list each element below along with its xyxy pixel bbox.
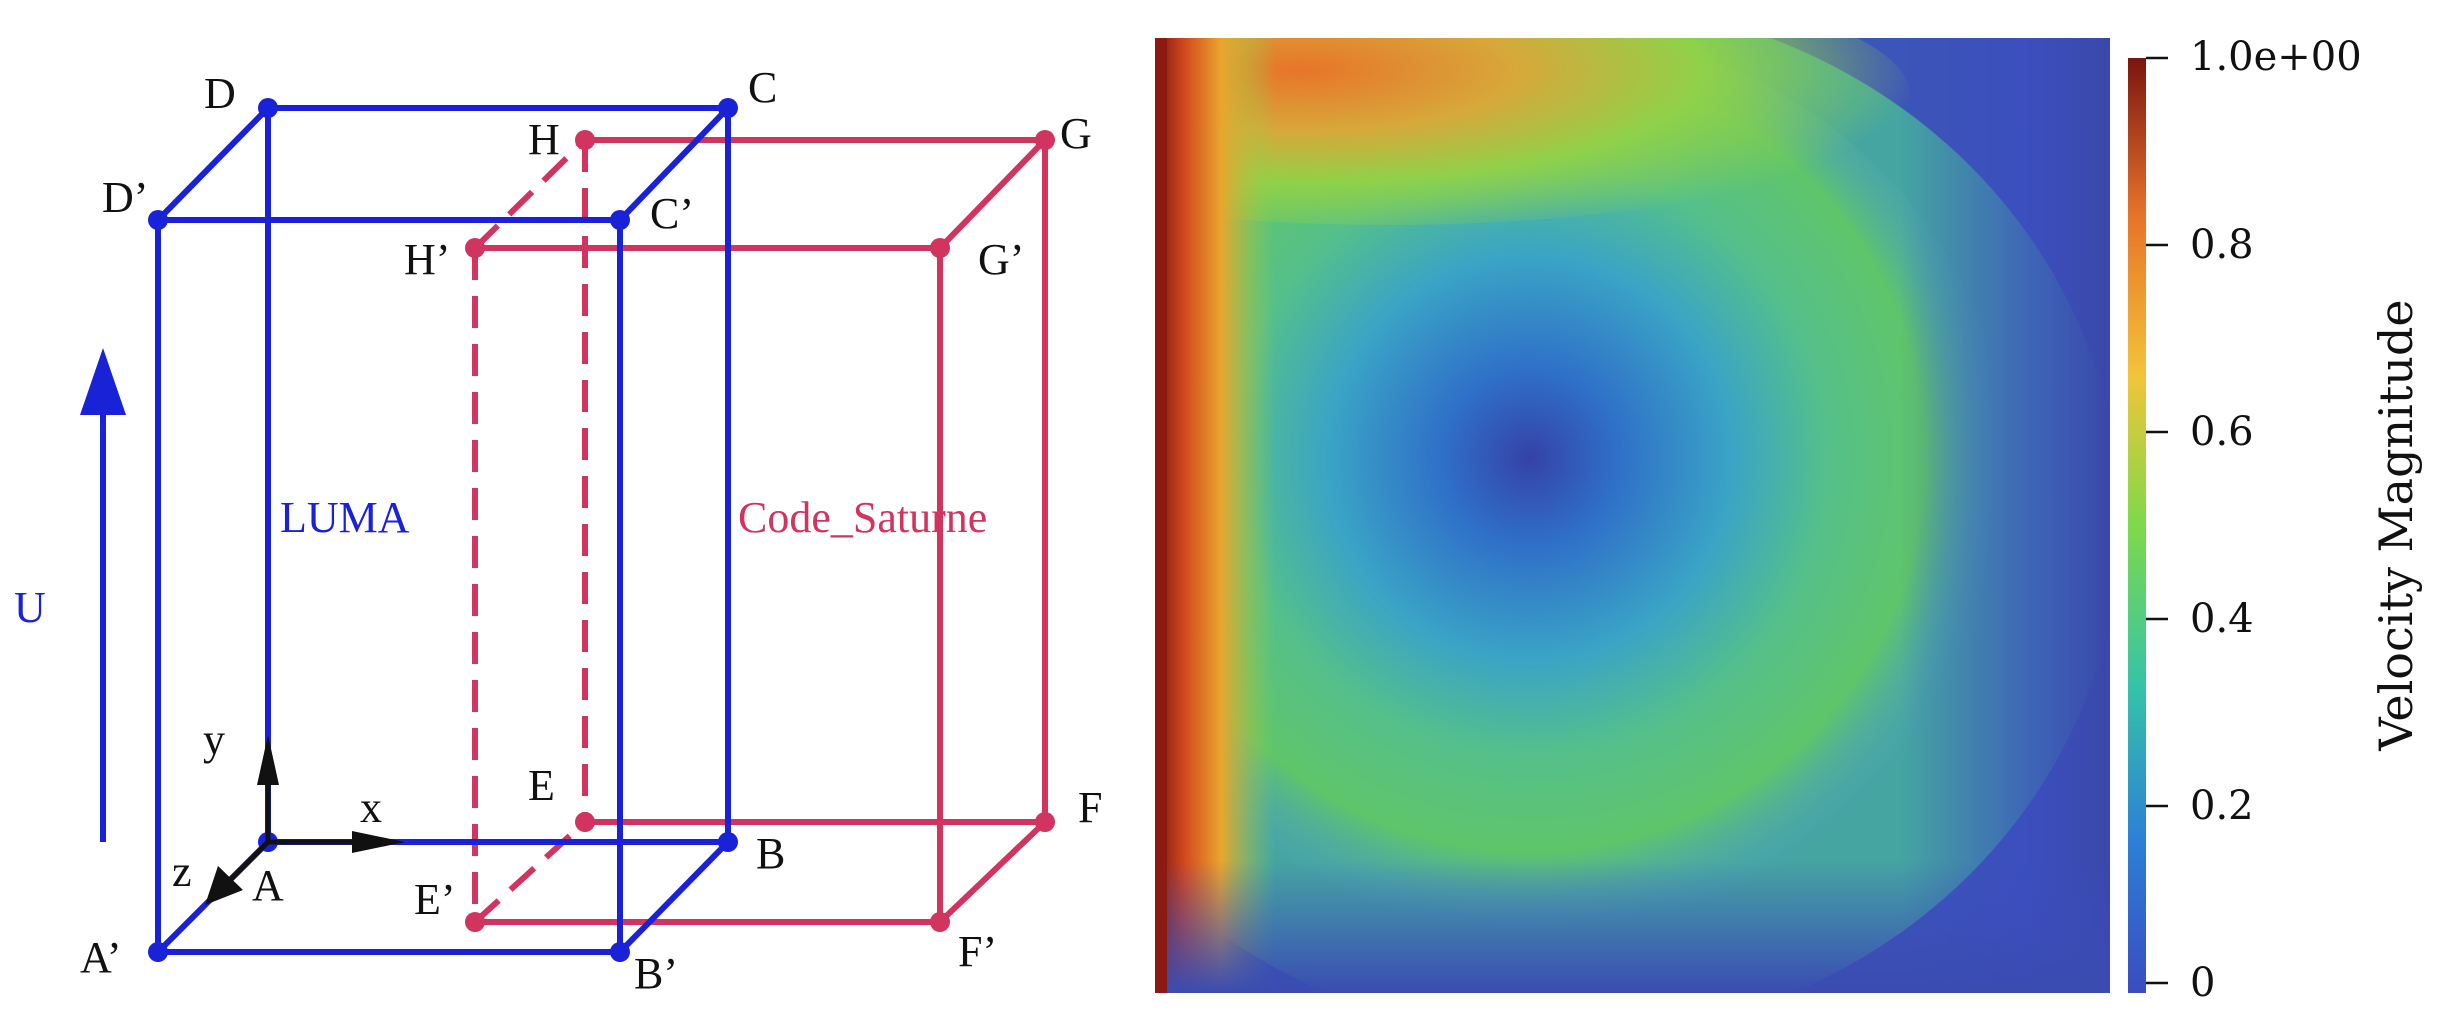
colorbar-tick-label: 0.6 xyxy=(2190,409,2254,455)
vertex-label-h-prime: H’ xyxy=(404,235,450,284)
z-axis-arrowhead xyxy=(205,866,243,905)
colorbar-ticks xyxy=(2146,56,2168,985)
flow-velocity-label: U xyxy=(14,583,46,632)
vertex-label-d-prime: D’ xyxy=(102,173,148,222)
colorbar-tick-label: 1.0e+00 xyxy=(2190,34,2362,80)
vertex-label-e: E xyxy=(528,761,555,810)
colorbar-tick-label: 0.8 xyxy=(2190,222,2254,268)
velocity-field-heatmap xyxy=(1155,38,2110,993)
colorbar xyxy=(2128,58,2146,993)
colorbar-tick-label: 0.4 xyxy=(2190,596,2254,642)
velocity-magnitude-plot: 1.0e+00 0.8 0.6 0.4 0.2 0 Velocity Magni… xyxy=(1155,34,2423,1006)
vertex-label-e-prime: E’ xyxy=(414,875,456,924)
x-axis-label: x xyxy=(360,783,382,832)
domain-geometry-diagram: LUMA Code_Saturne U y x z A B C D A’ B’ … xyxy=(14,63,1102,998)
vertex-label-c: C xyxy=(748,63,777,112)
flow-arrow xyxy=(80,348,126,842)
code-saturne-vertex-dots xyxy=(465,130,1055,932)
vertex-label-g-prime: G’ xyxy=(978,235,1024,284)
vertex-label-b: B xyxy=(756,829,785,878)
vertex-label-a-prime: A’ xyxy=(80,933,122,982)
axis-arrows xyxy=(205,735,405,905)
colorbar-tick-label: 0 xyxy=(2190,960,2215,1006)
y-axis-arrowhead xyxy=(257,735,279,785)
luma-box xyxy=(155,105,731,955)
colorbar-title: Velocity Magnitude xyxy=(2369,299,2423,751)
vertex-label-f: F xyxy=(1078,783,1102,832)
vertex-label-b-prime: B’ xyxy=(634,949,678,998)
y-axis-label: y xyxy=(203,715,225,764)
x-axis-arrowhead xyxy=(352,831,405,853)
vertex-label-g: G xyxy=(1060,109,1092,158)
vertex-label-d: D xyxy=(204,69,236,118)
luma-label: LUMA xyxy=(280,493,410,542)
code-saturne-box xyxy=(472,137,1048,925)
z-axis-label: z xyxy=(172,847,192,896)
vertex-label-a: A xyxy=(252,861,284,910)
vertex-label-c-prime: C’ xyxy=(650,189,694,238)
vertex-label-f-prime: F’ xyxy=(958,927,997,976)
vertex-label-h: H xyxy=(528,115,560,164)
colorbar-tick-label: 0.2 xyxy=(2190,783,2254,829)
code-saturne-label: Code_Saturne xyxy=(738,493,987,542)
